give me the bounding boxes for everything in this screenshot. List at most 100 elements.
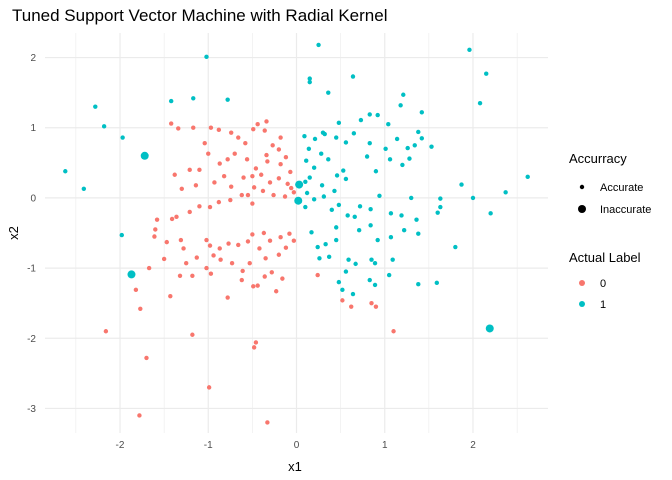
data-point-accurate [212,180,217,185]
data-point-accurate [81,186,87,191]
data-point-accurate [208,271,214,276]
data-point-accurate [353,261,358,267]
x-tick-label: 2 [470,440,476,451]
data-point-accurate [332,188,337,194]
data-point-accurate [367,140,372,146]
legend-title-actual-label: Actual Label [569,250,641,265]
data-point-accurate [183,260,189,266]
data-point-accurate [346,257,351,262]
data-point-accurate [245,192,251,198]
x-axis-ticks: -2 -1 0 1 2 [116,440,477,451]
data-point-accurate [367,112,372,117]
data-point-accurate [247,260,252,266]
data-point-accurate [368,206,373,212]
data-point-accurate [229,260,235,266]
legend-title-accuracy: Accurracy [569,151,627,166]
data-point-accurate [206,151,211,156]
data-point-accurate [211,253,216,258]
data-point-accurate [302,133,307,139]
data-point-accurate [369,300,374,306]
data-point-accurate [391,329,396,334]
data-point-accurate [416,231,421,236]
data-point-accurate [368,223,373,228]
data-point-accurate [291,190,297,195]
data-point-accurate [340,298,345,303]
data-point-accurate [103,329,109,334]
data-point-accurate [137,413,142,418]
data-point-accurate [416,282,421,287]
legend-label-accurate: Accurate [600,182,643,194]
data-point-accurate [225,97,230,102]
grid-lines [45,33,548,433]
data-point-accurate [351,131,357,136]
data-point-accurate [217,161,222,166]
data-point-accurate [263,256,268,261]
data-point-accurate [357,204,363,209]
data-point-accurate [202,140,207,146]
data-point-accurate [383,146,388,151]
y-tick-label: -3 [27,404,36,415]
data-point-accurate [276,147,282,152]
data-point-accurate [217,246,222,251]
data-point-accurate [350,291,356,297]
data-point-accurate [343,269,349,274]
data-point-accurate [240,268,245,274]
data-point-accurate [152,234,157,239]
data-point-accurate [255,122,260,127]
data-point-accurate [484,71,489,76]
data-point-accurate [191,96,196,101]
data-point-accurate [232,151,237,156]
data-point-accurate [336,202,342,208]
data-point-accurate [176,126,181,131]
data-point-accurate [241,175,246,180]
data-point-accurate [309,230,314,235]
data-point-accurate [63,169,68,174]
data-point-accurate [315,244,320,250]
data-point-accurate [177,273,183,279]
x-axis-label: x1 [288,459,302,474]
data-point-accurate [260,188,266,194]
data-point-accurate [304,158,309,163]
data-point-accurate [525,174,530,180]
data-point-accurate [250,173,255,179]
data-point-accurate [356,227,362,233]
data-point-accurate [221,173,227,179]
legend: Accurracy Accurate Inaccurate Actual Lab… [569,151,651,311]
data-point-accurate [154,217,160,222]
data-point-accurate [138,306,143,311]
data-point-accurate [375,237,380,243]
data-point-accurate [438,204,443,210]
data-point-accurate [236,242,241,248]
data-point-accurate [267,238,273,243]
y-tick-label: 2 [30,53,36,64]
data-point-accurate [265,159,270,164]
data-point-accurate [278,162,283,167]
data-point-accurate [283,155,289,160]
data-point-accurate [228,130,234,135]
data-point-accurate [343,140,349,145]
data-point-accurate [257,246,262,251]
data-point-accurate [419,136,425,141]
data-point-accurate [329,207,334,213]
data-point-accurate [120,135,125,140]
data-point-accurate [334,237,339,243]
data-point-accurate [434,280,440,286]
data-point-accurate [387,157,393,162]
data-point-accurate [307,175,312,180]
data-point-accurate [264,119,269,124]
y-tick-label: -2 [27,334,36,345]
data-point-accurate [280,276,285,281]
data-point-accurate [364,154,370,159]
data-point-accurate [336,279,342,285]
data-point-accurate [369,257,374,262]
data-point-accurate [191,125,196,130]
data-point-accurate [340,287,345,293]
data-point-accurate [352,214,357,220]
y-tick-label: -1 [27,264,36,275]
data-point-accurate [319,151,324,156]
legend-label-inaccurate: Inaccurate [600,204,651,216]
data-point-accurate [204,54,209,60]
chart-title: Tuned Support Vector Machine with Radial… [12,6,387,25]
data-point-accurate [253,340,259,345]
data-point-accurate [412,143,417,148]
